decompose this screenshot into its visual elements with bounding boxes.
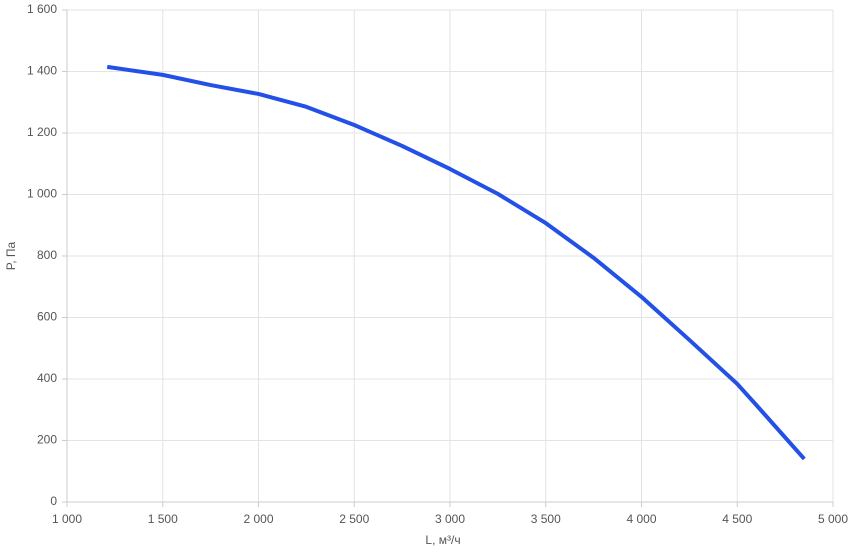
y-tick-label: 1 200	[27, 125, 57, 139]
x-tick-label: 1 500	[148, 512, 178, 526]
y-tick-label: 1 400	[27, 64, 57, 78]
x-tick-label: 4 500	[722, 512, 752, 526]
x-tick-label: 3 000	[435, 512, 465, 526]
x-tick-label: 2 500	[339, 512, 369, 526]
y-tick-label: 200	[37, 433, 57, 447]
y-axis-label: P, Па	[4, 241, 18, 270]
y-tick-label: 800	[37, 248, 57, 262]
x-tick-label: 3 500	[531, 512, 561, 526]
y-tick-label: 0	[50, 494, 57, 508]
x-tick-label: 4 000	[626, 512, 656, 526]
x-tick-label: 1 000	[52, 512, 82, 526]
x-tick-label: 5 000	[818, 512, 848, 526]
x-axis-label: L, м³/ч	[425, 533, 460, 547]
data-line	[106, 64, 806, 461]
x-tick-label: 2 000	[243, 512, 273, 526]
y-tick-label: 600	[37, 310, 57, 324]
y-tick-label: 1 600	[27, 2, 57, 16]
y-tick-label: 400	[37, 371, 57, 385]
y-tick-label: 1 000	[27, 187, 57, 201]
